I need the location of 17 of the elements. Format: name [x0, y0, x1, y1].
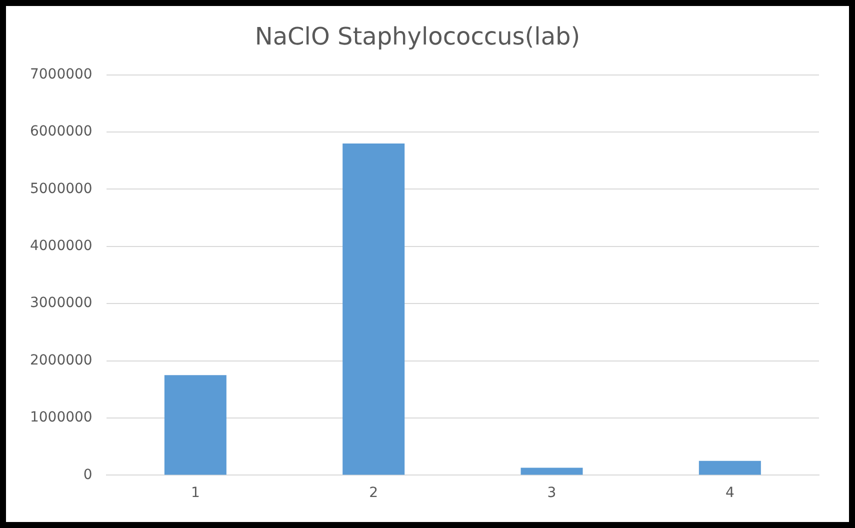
x-tick-label: 4: [725, 485, 734, 502]
bar: [164, 375, 226, 475]
y-tick-label: 3000000: [30, 295, 92, 312]
y-tick-label: 6000000: [30, 124, 92, 140]
x-tick-label: 3: [547, 485, 556, 502]
bar: [520, 468, 583, 475]
y-tick-label: 5000000: [30, 180, 92, 197]
x-tick-label: 1: [190, 485, 200, 502]
y-tick-label: 1000000: [30, 410, 92, 426]
bar: [698, 460, 761, 475]
x-tick-label: 2: [369, 485, 378, 502]
y-tick-label: 7000000: [30, 66, 92, 82]
chart-title: NaClO Staphylococcus(lab): [254, 22, 580, 51]
bar: [342, 143, 405, 475]
y-tick-label: 4000000: [30, 238, 92, 254]
y-tick-label: 0: [83, 466, 92, 483]
y-tick-label: 2000000: [30, 352, 92, 368]
